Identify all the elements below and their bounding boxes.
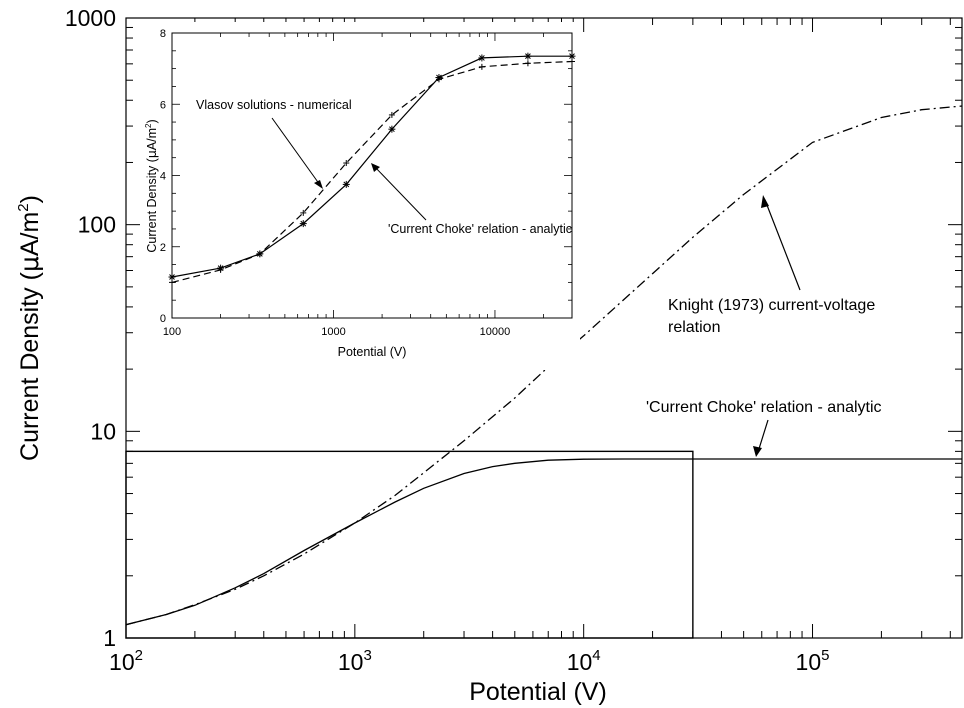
inset-x-tick-label: 10000 bbox=[480, 326, 511, 338]
inset-series-line-1 bbox=[171, 55, 572, 278]
inset-series-1-point bbox=[524, 52, 532, 60]
main-x-tick-label: 104 bbox=[567, 647, 601, 675]
inset-y-tick-label: 8 bbox=[160, 28, 166, 40]
knight-annotation-line1: Knight (1973) current-voltage bbox=[668, 297, 875, 314]
inset-y-axis-title: Current Density (μA/m2) bbox=[144, 119, 159, 252]
inset-series-0-point bbox=[478, 63, 485, 70]
inset-annotations: Vlasov solutions - numerical 'Current Ch… bbox=[196, 98, 572, 236]
knight-annotation-line2: relation bbox=[668, 319, 720, 336]
main-x-tick-labels: 102 103 104 105 bbox=[109, 647, 829, 675]
inset-series-1-point bbox=[388, 125, 396, 133]
inset-x-tick-label: 1000 bbox=[321, 326, 345, 338]
main-annotations: Knight (1973) current-voltage relation '… bbox=[646, 195, 882, 457]
inset-series-0-point bbox=[524, 60, 531, 67]
main-x-tick-label: 105 bbox=[796, 647, 830, 675]
inset-series-0-point bbox=[300, 209, 307, 216]
main-axis-ticks bbox=[125, 17, 962, 639]
inset-y-tick-label: 0 bbox=[160, 313, 166, 325]
vlasov-annotation-arrow bbox=[271, 117, 323, 189]
inset-region-box bbox=[125, 450, 694, 639]
inset-background bbox=[148, 22, 580, 370]
main-x-tick-label: 103 bbox=[338, 647, 372, 675]
inset-choke-annotation-arrow bbox=[371, 163, 427, 221]
inset-series-1-point bbox=[435, 74, 443, 82]
inset-series-1-point bbox=[299, 220, 307, 228]
inset-series-1-point bbox=[256, 250, 264, 258]
inset-series-0-point bbox=[343, 160, 350, 167]
inset-chart: 100 1000 10000 0 2 4 6 8 Potential (V) Current… bbox=[144, 22, 580, 370]
main-y-tick-label: 1 bbox=[103, 625, 116, 651]
inset-series-group bbox=[168, 52, 576, 286]
inset-series-1-point bbox=[568, 52, 576, 60]
main-y-axis-title: Current Density (μA/m2) bbox=[15, 195, 44, 461]
main-series-line-1 bbox=[125, 458, 962, 626]
main-y-tick-label: 1000 bbox=[65, 5, 116, 31]
inset-series-1-point bbox=[168, 273, 176, 281]
main-series-line-0 bbox=[125, 105, 963, 626]
main-x-tick-label: 102 bbox=[109, 647, 143, 675]
inset-series-0-point bbox=[388, 111, 395, 118]
choke-annotation: 'Current Choke' relation - analytic bbox=[646, 399, 882, 416]
choke-annotation-arrow bbox=[753, 419, 769, 457]
inset-series-1-point bbox=[342, 180, 350, 188]
inset-x-tick-label: 100 bbox=[163, 326, 181, 338]
inset-x-axis-title: Potential (V) bbox=[338, 345, 407, 359]
inset-y-tick-label: 4 bbox=[160, 171, 166, 183]
inset-series-1-point bbox=[478, 54, 486, 62]
inset-y-tick-labels: 0 2 4 6 8 bbox=[160, 28, 166, 325]
knight-annotation-arrow bbox=[761, 195, 801, 291]
main-x-axis-title: Potential (V) bbox=[469, 678, 607, 706]
vlasov-annotation: Vlasov solutions - numerical bbox=[196, 98, 352, 112]
inset-y-tick-label: 2 bbox=[160, 242, 166, 254]
inset-y-tick-label: 6 bbox=[160, 99, 166, 111]
inset-series-line-0 bbox=[171, 60, 573, 283]
inset-series-1-point bbox=[217, 264, 225, 272]
inset-x-tick-labels: 100 1000 10000 bbox=[163, 326, 510, 338]
inset-choke-annotation: 'Current Choke' relation - analytic bbox=[388, 222, 572, 236]
inset-axis-ticks bbox=[171, 32, 573, 319]
main-y-tick-labels: 1 10 100 1000 bbox=[65, 5, 116, 651]
main-y-tick-label: 100 bbox=[78, 212, 116, 238]
main-y-tick-label: 10 bbox=[90, 418, 116, 444]
main-series-group bbox=[125, 105, 963, 626]
